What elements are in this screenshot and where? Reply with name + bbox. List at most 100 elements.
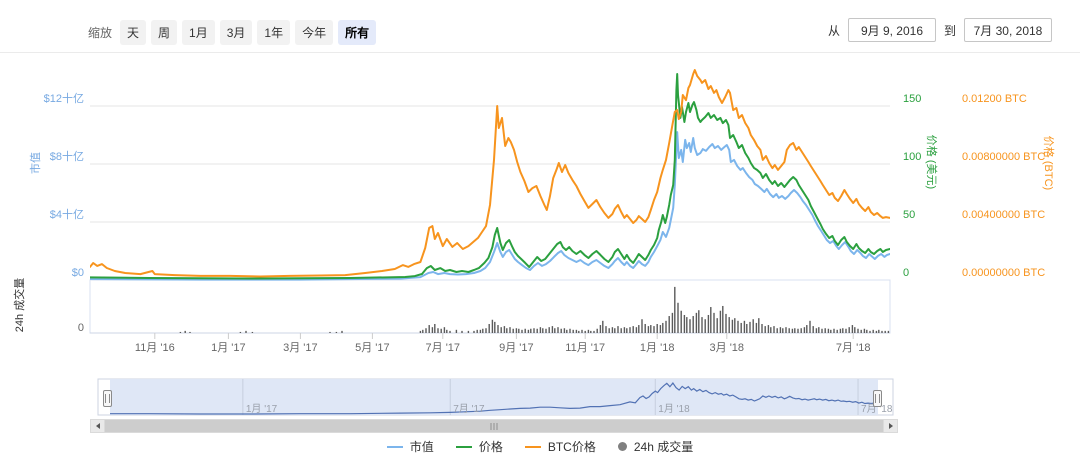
range-button-3[interactable]: 3月 — [219, 20, 253, 45]
volume-bar — [845, 328, 847, 333]
range-button-2[interactable]: 1月 — [182, 20, 215, 45]
legend-item-3[interactable]: 24h 成交量 — [617, 438, 693, 455]
marketcap-tick-label: $12十亿 — [43, 93, 84, 105]
volume-bar — [184, 330, 186, 333]
scrollbar-thumb[interactable] — [105, 419, 883, 433]
volume-bar — [647, 326, 650, 333]
volume-bar — [674, 286, 676, 333]
volume-bar — [482, 328, 484, 333]
volume-bar — [680, 310, 682, 333]
range-button-4[interactable]: 1年 — [257, 20, 291, 45]
volume-bar — [572, 329, 574, 333]
chart-legend: 市值 价格 BTC价格 24h 成交量 — [0, 438, 1080, 455]
volume-bar — [593, 330, 595, 333]
volume-bar — [824, 328, 826, 333]
usd-tick-label: 0 — [903, 267, 910, 279]
volume-bar — [773, 326, 775, 333]
volume-bar — [506, 328, 508, 333]
volume-bar — [632, 326, 634, 333]
navigator-label: 1月 '18 — [658, 404, 690, 415]
volume-bar — [545, 328, 547, 333]
navigator-selected-range — [110, 379, 878, 415]
volume-bar — [189, 331, 191, 333]
volume-bar — [767, 325, 770, 333]
range-button-6[interactable]: 所有 — [338, 20, 377, 45]
volume-bar — [842, 328, 844, 333]
volume-bar — [785, 327, 787, 333]
volume-bar — [737, 320, 739, 333]
btc-tick-label: 0.00000000 BTC — [962, 267, 1046, 279]
volume-bar — [587, 329, 590, 333]
legend-item-2[interactable]: BTC价格 — [524, 438, 596, 455]
volume-bar — [419, 330, 422, 333]
usd-tick-label: 50 — [903, 209, 916, 221]
btc-axis-title: 价格 (BTC) — [1042, 135, 1054, 191]
volume-bar — [251, 331, 254, 333]
volume-bar — [455, 329, 458, 333]
volume-bar — [518, 328, 520, 333]
volume-bar — [590, 330, 592, 333]
zoom-controls: 缩放 天周 1月 3月 1年 今年 所有 — [88, 20, 377, 45]
volume-bar — [770, 327, 772, 333]
btc-tick-label: 0.00400000 BTC — [962, 209, 1046, 221]
x-axis-label: 11月 '17 — [565, 342, 606, 354]
x-axis-label: 3月 '17 — [283, 342, 318, 354]
legend-label: 市值 — [409, 440, 434, 454]
volume-bar — [650, 325, 652, 333]
navigator-handle-left[interactable] — [103, 390, 112, 407]
volume-bar — [851, 325, 854, 333]
navigator-line — [110, 381, 879, 415]
volume-bar — [725, 313, 727, 333]
from-date-input[interactable] — [847, 18, 936, 42]
volume-bar — [431, 327, 434, 333]
volume-bar — [329, 331, 331, 333]
legend-label: 价格 — [478, 440, 503, 454]
volume-bar — [521, 329, 523, 333]
volume-pane-border — [89, 279, 891, 334]
volume-bar — [563, 328, 566, 333]
volume-bar — [443, 327, 446, 333]
legend-line-icon — [524, 445, 541, 448]
volume-bar — [473, 330, 475, 333]
navigator-handle-right[interactable] — [873, 390, 882, 407]
volume-bar — [665, 320, 667, 333]
volume-bar — [716, 318, 718, 333]
volume-bar — [602, 320, 604, 333]
volume-bar — [803, 327, 806, 333]
volume-bar — [755, 322, 758, 333]
volume-bar — [752, 319, 754, 333]
volume-bar — [446, 329, 448, 333]
legend-item-0[interactable]: 市值 — [386, 438, 434, 455]
x-axis-label: 9月 '17 — [499, 342, 534, 354]
scrollbar-left-button[interactable] — [90, 419, 105, 433]
volume-bar — [689, 319, 691, 333]
volume-bar — [434, 323, 436, 333]
range-button-1[interactable]: 周 — [151, 20, 178, 45]
legend-item-1[interactable]: 价格 — [455, 438, 503, 455]
volume-bar — [827, 328, 830, 333]
volume-bar — [428, 325, 430, 333]
volume-bar — [509, 327, 511, 333]
volume-bar — [584, 330, 586, 333]
range-button-0[interactable]: 天 — [120, 20, 147, 45]
volume-bar — [707, 314, 710, 333]
volume-bar — [806, 325, 808, 333]
volume-bar — [536, 328, 538, 333]
x-axis-label: 1月 '17 — [211, 342, 246, 354]
volume-bar — [335, 331, 338, 333]
volume-bar — [719, 310, 722, 333]
volume-bar — [239, 331, 242, 333]
volume-bar — [668, 316, 670, 333]
volume-bar — [515, 328, 518, 333]
volume-bar — [833, 328, 835, 333]
volume-bar — [782, 328, 784, 333]
volume-bar — [497, 325, 499, 333]
x-axis-label: 7月 '18 — [835, 342, 871, 354]
volume-bar — [425, 328, 427, 333]
x-axis-label: 11月 '16 — [134, 342, 175, 354]
to-date-input[interactable] — [964, 18, 1052, 42]
scrollbar-right-button[interactable] — [883, 419, 898, 433]
range-button-5[interactable]: 今年 — [295, 20, 334, 45]
volume-bar — [710, 307, 712, 333]
